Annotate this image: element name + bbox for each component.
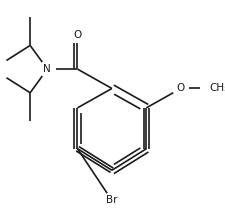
Text: CH₃: CH₃: [209, 83, 225, 94]
Text: O: O: [73, 30, 81, 40]
Text: Br: Br: [106, 195, 117, 205]
Text: N: N: [43, 64, 51, 74]
Text: O: O: [176, 83, 184, 94]
